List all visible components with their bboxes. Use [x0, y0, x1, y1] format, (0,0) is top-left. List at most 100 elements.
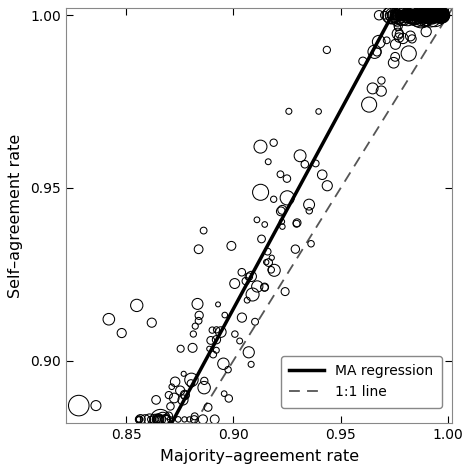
Point — [417, 11, 425, 19]
Point — [405, 11, 413, 19]
Point — [359, 58, 367, 65]
Point — [155, 416, 162, 423]
Point — [414, 11, 422, 19]
Point — [419, 11, 427, 19]
Point — [265, 259, 272, 266]
Point — [428, 11, 436, 19]
Point — [221, 311, 228, 319]
Point — [427, 11, 435, 19]
Point — [421, 11, 429, 19]
Point — [192, 322, 199, 330]
Point — [434, 11, 442, 19]
Point — [268, 254, 276, 261]
Point — [436, 11, 444, 19]
Point — [418, 11, 426, 19]
Point — [406, 11, 413, 19]
Point — [165, 391, 173, 399]
Point — [411, 11, 418, 19]
Point — [410, 11, 418, 19]
Point — [393, 11, 400, 19]
Point — [413, 11, 421, 19]
Point — [158, 416, 165, 423]
Point — [427, 11, 435, 19]
Point — [387, 11, 394, 19]
Point — [195, 312, 203, 319]
Point — [312, 160, 320, 167]
Point — [195, 245, 202, 253]
Point — [245, 348, 253, 356]
Point — [438, 11, 446, 19]
Point — [426, 11, 434, 19]
Point — [135, 416, 143, 423]
Point — [136, 416, 143, 423]
Point — [406, 11, 413, 19]
Point — [430, 11, 438, 19]
Point — [391, 11, 399, 19]
Point — [180, 370, 187, 378]
Point — [389, 11, 396, 19]
Point — [398, 16, 405, 23]
Point — [228, 242, 235, 250]
Point — [219, 360, 227, 368]
Point — [141, 416, 149, 423]
Point — [424, 11, 432, 19]
Point — [432, 11, 440, 19]
Point — [165, 412, 173, 420]
Point — [435, 11, 442, 19]
Point — [430, 11, 438, 19]
Point — [433, 11, 441, 19]
Point — [409, 11, 416, 19]
Point — [429, 11, 436, 19]
Point — [431, 11, 438, 19]
Point — [204, 404, 212, 411]
Point — [417, 11, 424, 19]
Point — [293, 219, 301, 227]
Point — [391, 11, 399, 19]
Point — [423, 11, 430, 19]
Point — [383, 36, 390, 44]
Point — [148, 319, 156, 327]
Point — [430, 11, 438, 19]
Point — [420, 11, 427, 19]
Point — [195, 317, 202, 325]
Point — [422, 28, 430, 35]
Point — [268, 266, 275, 274]
Point — [242, 278, 250, 285]
Point — [421, 11, 429, 19]
Point — [415, 11, 423, 19]
Point — [422, 11, 430, 19]
Point — [425, 11, 432, 19]
Point — [285, 108, 293, 115]
Point — [378, 87, 385, 95]
Point — [410, 11, 418, 19]
Point — [315, 108, 322, 115]
Point — [430, 11, 438, 19]
Point — [209, 326, 216, 334]
Point — [427, 11, 435, 19]
Point — [244, 296, 251, 304]
Point — [426, 11, 434, 19]
Point — [416, 11, 423, 19]
Point — [399, 11, 406, 19]
Point — [238, 269, 245, 276]
Point — [261, 284, 268, 291]
Point — [394, 11, 402, 19]
Point — [428, 11, 435, 19]
Point — [147, 416, 154, 423]
Point — [162, 416, 169, 423]
Point — [162, 416, 170, 423]
Point — [417, 11, 424, 19]
Point — [415, 11, 423, 19]
Point — [430, 11, 437, 19]
Point — [177, 345, 185, 353]
Point — [431, 11, 438, 19]
Point — [365, 101, 373, 109]
Point — [430, 11, 438, 19]
Point — [412, 11, 420, 19]
Point — [436, 11, 443, 19]
Point — [281, 288, 289, 295]
Point — [413, 11, 421, 19]
Point — [181, 392, 189, 399]
Point — [432, 11, 440, 19]
Point — [426, 11, 434, 19]
